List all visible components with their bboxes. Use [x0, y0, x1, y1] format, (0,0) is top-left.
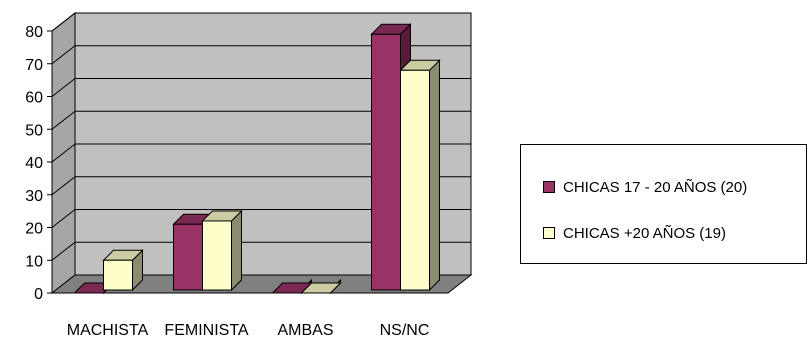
y-tick-label: 70	[25, 57, 43, 74]
category-label-4: NS/NC	[380, 322, 430, 339]
category-label-1: MACHISTA	[67, 322, 149, 339]
bar-2-ns-nc	[399, 59, 441, 292]
bar-front	[202, 220, 232, 291]
legend-swatch-series-1	[543, 181, 555, 193]
category-label-3: AMBAS	[277, 322, 333, 339]
legend-item-series-1: CHICAS 17 - 20 AÑOS (20)	[543, 177, 747, 197]
gridline-side	[51, 12, 76, 32]
legend-label-series-1: CHICAS 17 - 20 AÑOS (20)	[563, 178, 748, 196]
y-tick-label: 30	[25, 188, 43, 205]
bar-side	[231, 209, 242, 292]
y-axis	[47, 30, 448, 294]
y-tick-label: 10	[25, 253, 43, 270]
gridline-side	[51, 209, 76, 228]
gridline-side	[51, 176, 76, 196]
gridline-side	[51, 78, 76, 97]
y-tick-label: 40	[25, 155, 43, 172]
y-tick-label: 80	[25, 24, 43, 41]
gridline-side	[51, 143, 76, 163]
bar-side	[429, 59, 440, 292]
gridline-side	[51, 110, 76, 130]
bar-2-feminista	[201, 209, 243, 292]
bar-front	[400, 69, 430, 291]
bars-group	[73, 23, 441, 295]
bar-front	[173, 223, 203, 291]
x-category-labels: MACHISTA FEMINISTA AMBAS NS/NC	[67, 322, 430, 339]
y-tick-label: 50	[25, 122, 43, 139]
category-label-2: FEMINISTA	[164, 322, 248, 339]
legend-item-series-2: CHICAS +20 AÑOS (19)	[543, 223, 726, 243]
bar-front	[103, 259, 133, 291]
bar-front	[371, 33, 401, 291]
gridline-side	[51, 241, 76, 261]
y-tick-label: 60	[25, 90, 43, 107]
y-tick-labels: 0 10 20 30 40 50 60 70 80	[25, 24, 43, 303]
legend: CHICAS 17 - 20 AÑOS (20) CHICAS +20 AÑOS…	[520, 144, 807, 264]
bar-top	[300, 282, 342, 294]
y-tick-label: 20	[25, 221, 43, 238]
gridline-side	[51, 45, 76, 65]
bar-2-ambas	[300, 278, 342, 295]
y-tick-label: 0	[34, 286, 43, 303]
bar-2-machista	[102, 249, 144, 292]
legend-label-series-2: CHICAS +20 AÑOS (19)	[563, 224, 726, 242]
legend-swatch-series-2	[543, 227, 555, 239]
